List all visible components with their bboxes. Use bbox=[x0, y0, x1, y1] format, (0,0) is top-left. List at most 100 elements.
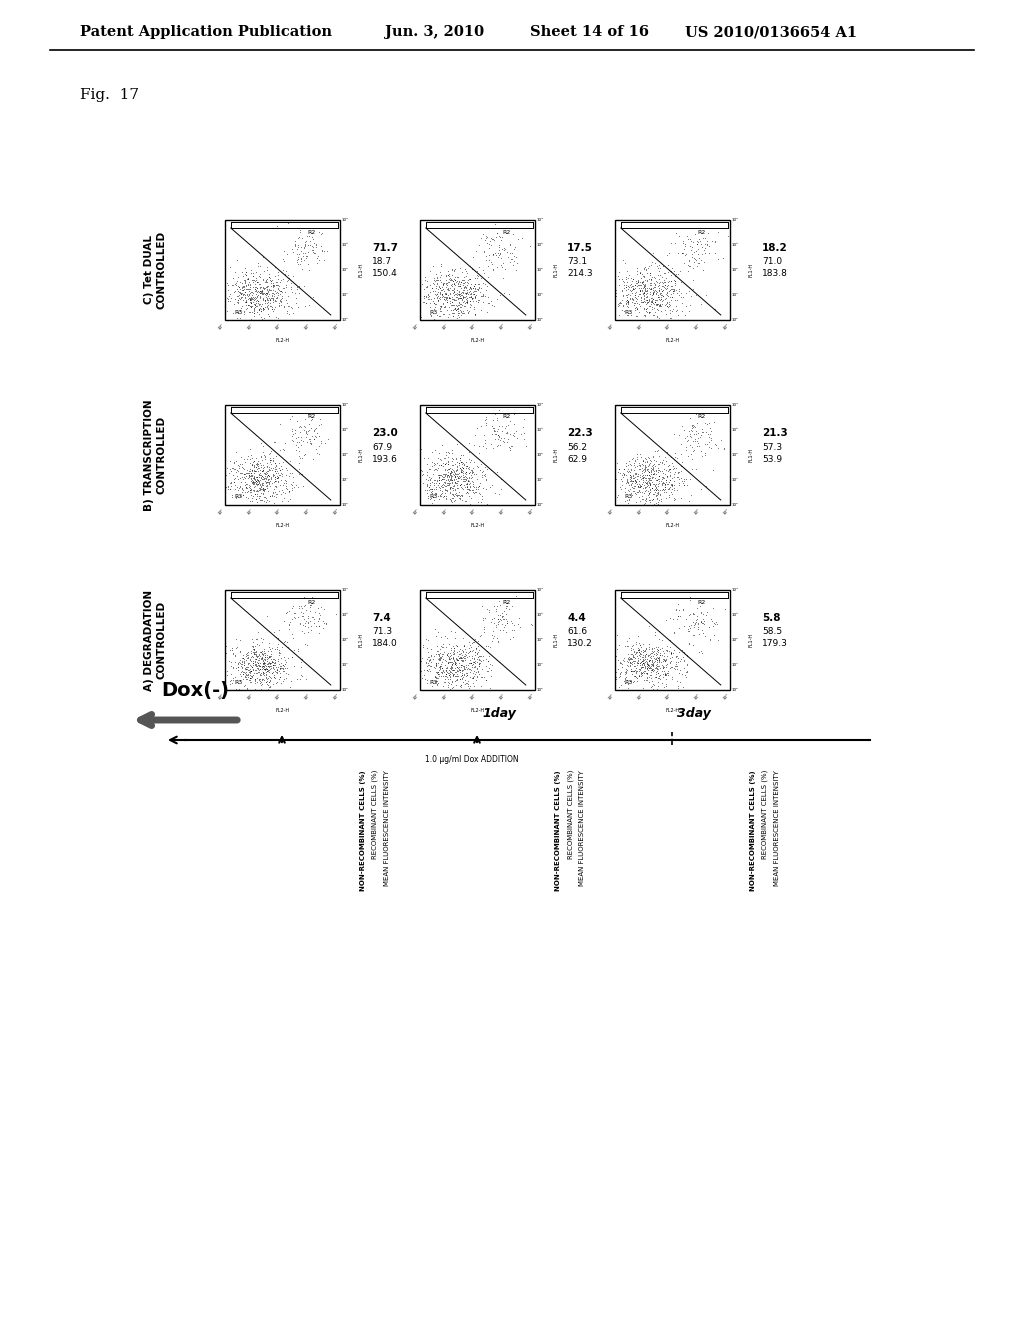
Point bbox=[663, 607, 679, 628]
Point bbox=[285, 418, 301, 440]
Point bbox=[434, 285, 451, 306]
Point bbox=[450, 289, 466, 310]
Point bbox=[673, 403, 689, 424]
Point bbox=[610, 268, 627, 289]
Text: 10⁰: 10⁰ bbox=[413, 693, 420, 701]
Point bbox=[463, 652, 479, 673]
Point bbox=[441, 469, 458, 490]
Point bbox=[632, 648, 648, 669]
Point bbox=[634, 482, 650, 503]
Point bbox=[247, 635, 263, 656]
Point bbox=[254, 631, 270, 652]
Point bbox=[466, 482, 482, 503]
Point bbox=[431, 664, 447, 685]
Point bbox=[461, 467, 477, 488]
Point bbox=[453, 271, 469, 292]
Point bbox=[678, 469, 694, 490]
Point bbox=[257, 446, 273, 467]
Point bbox=[246, 450, 262, 471]
Point bbox=[679, 644, 695, 665]
Point bbox=[428, 655, 444, 676]
Point bbox=[288, 474, 304, 495]
Point bbox=[666, 466, 682, 487]
Point bbox=[294, 620, 310, 642]
Point bbox=[631, 474, 647, 495]
Point bbox=[635, 292, 651, 313]
Point bbox=[269, 215, 286, 236]
Point bbox=[446, 466, 463, 487]
Point bbox=[249, 296, 265, 317]
Point bbox=[258, 668, 274, 689]
Point bbox=[449, 296, 465, 317]
Point bbox=[267, 463, 284, 484]
Point bbox=[450, 484, 466, 506]
Point bbox=[650, 482, 667, 503]
Point bbox=[236, 279, 252, 300]
Point bbox=[430, 457, 446, 478]
Point bbox=[434, 285, 451, 306]
Point bbox=[241, 652, 257, 673]
Point bbox=[257, 462, 273, 483]
Point bbox=[273, 657, 290, 678]
Point bbox=[664, 483, 680, 504]
Point bbox=[466, 651, 482, 672]
Point bbox=[643, 657, 659, 678]
Point bbox=[465, 653, 481, 675]
Point bbox=[261, 665, 278, 686]
Point bbox=[644, 478, 660, 499]
Point bbox=[248, 276, 264, 297]
Point bbox=[452, 466, 468, 487]
Point bbox=[650, 474, 667, 495]
Point bbox=[637, 657, 653, 678]
Point bbox=[486, 417, 503, 438]
Point bbox=[484, 253, 501, 275]
Point bbox=[692, 611, 709, 632]
Point bbox=[436, 495, 453, 516]
Point bbox=[638, 289, 654, 310]
Point bbox=[438, 277, 455, 298]
Point bbox=[462, 284, 478, 305]
Point bbox=[611, 275, 628, 296]
Point bbox=[234, 285, 251, 306]
Point bbox=[444, 259, 461, 280]
Point bbox=[635, 652, 651, 673]
Point bbox=[641, 657, 657, 678]
Point bbox=[431, 470, 447, 491]
Point bbox=[687, 612, 703, 634]
Point bbox=[644, 649, 660, 671]
Point bbox=[266, 480, 283, 502]
Point bbox=[645, 243, 662, 264]
Point bbox=[452, 273, 468, 294]
Point bbox=[636, 275, 652, 296]
Point bbox=[418, 286, 434, 308]
Point bbox=[636, 282, 652, 304]
Point bbox=[298, 669, 314, 690]
Point bbox=[635, 292, 651, 313]
Point bbox=[639, 465, 655, 486]
Point bbox=[303, 409, 319, 430]
Point bbox=[272, 290, 289, 312]
Text: 4.4: 4.4 bbox=[567, 612, 586, 623]
Point bbox=[256, 467, 272, 488]
Point bbox=[438, 665, 455, 686]
Point bbox=[308, 417, 325, 438]
Point bbox=[294, 463, 310, 484]
Point bbox=[233, 462, 250, 483]
Point bbox=[245, 680, 261, 701]
Point bbox=[488, 436, 505, 457]
Point bbox=[462, 640, 478, 661]
Point bbox=[496, 609, 512, 630]
Point bbox=[458, 672, 474, 693]
Point bbox=[412, 495, 428, 516]
Point bbox=[443, 302, 460, 323]
Point bbox=[248, 269, 264, 290]
Point bbox=[484, 631, 501, 652]
Point bbox=[464, 479, 480, 500]
Point bbox=[625, 635, 641, 656]
Text: 10⁰: 10⁰ bbox=[413, 323, 420, 330]
Point bbox=[618, 649, 635, 671]
Point bbox=[261, 449, 278, 470]
Point bbox=[607, 647, 624, 668]
Point bbox=[258, 672, 274, 693]
Point bbox=[618, 465, 635, 486]
